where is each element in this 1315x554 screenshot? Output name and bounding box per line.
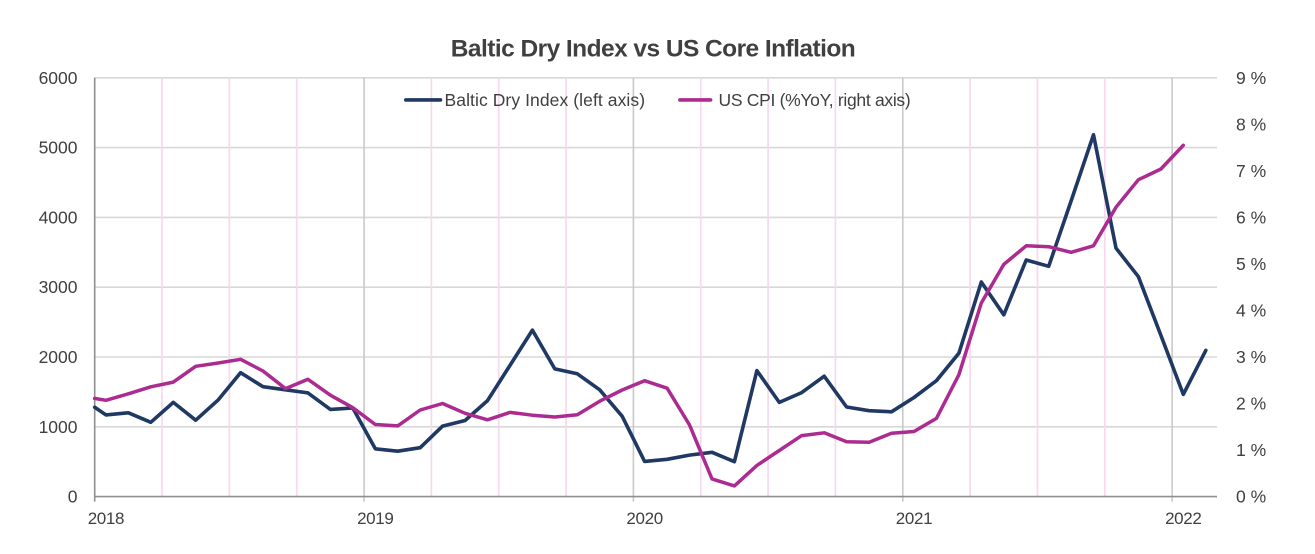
svg-text:2020: 2020 xyxy=(626,509,662,528)
svg-text:4 %: 4 % xyxy=(1236,300,1266,320)
svg-text:2 %: 2 % xyxy=(1236,394,1266,414)
svg-text:3 %: 3 % xyxy=(1236,347,1266,367)
svg-text:US CPI (%YoY, right axis): US CPI (%YoY, right axis) xyxy=(719,90,911,110)
svg-text:4000: 4000 xyxy=(39,207,78,227)
svg-text:6 %: 6 % xyxy=(1236,207,1266,227)
svg-text:2000: 2000 xyxy=(39,347,78,367)
svg-text:1 %: 1 % xyxy=(1236,440,1266,460)
svg-text:3000: 3000 xyxy=(39,277,78,297)
svg-text:2019: 2019 xyxy=(357,509,393,528)
svg-text:9 %: 9 % xyxy=(1236,68,1266,88)
svg-text:2022: 2022 xyxy=(1165,509,1201,528)
svg-text:5000: 5000 xyxy=(39,138,78,158)
svg-text:2021: 2021 xyxy=(896,509,932,528)
svg-text:8 %: 8 % xyxy=(1236,114,1266,134)
svg-text:2018: 2018 xyxy=(88,509,124,528)
svg-text:6000: 6000 xyxy=(39,68,78,88)
svg-text:5 %: 5 % xyxy=(1236,254,1266,274)
svg-text:0 %: 0 % xyxy=(1236,487,1266,507)
svg-text:1000: 1000 xyxy=(39,417,78,437)
svg-text:0: 0 xyxy=(68,487,78,507)
svg-text:Baltic Dry Index vs US Core In: Baltic Dry Index vs US Core Inflation xyxy=(451,36,855,63)
svg-text:7 %: 7 % xyxy=(1236,161,1266,181)
svg-text:Baltic Dry Index (left axis): Baltic Dry Index (left axis) xyxy=(445,90,646,110)
